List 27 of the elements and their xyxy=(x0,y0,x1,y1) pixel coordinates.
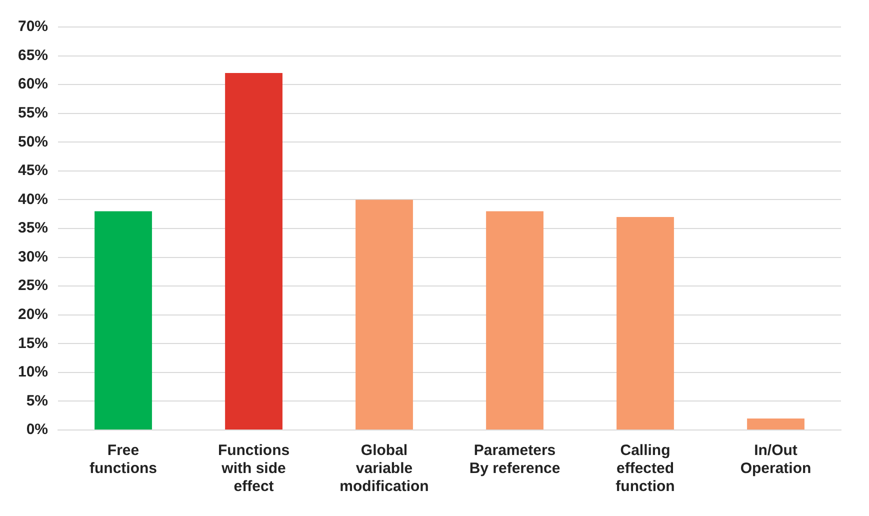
bar xyxy=(94,211,152,430)
x-tick-label: Free functions xyxy=(90,442,158,478)
y-tick-label: 30% xyxy=(18,248,48,266)
bar xyxy=(225,73,282,430)
y-tick-label: 35% xyxy=(18,220,48,237)
y-tick-label: 40% xyxy=(18,190,48,208)
bar xyxy=(356,200,413,430)
x-tick-label: Parameters By reference xyxy=(469,442,560,478)
bar xyxy=(486,211,544,430)
y-tick-label: 65% xyxy=(18,46,48,64)
y-tick-label: 25% xyxy=(18,277,48,294)
x-tick-label: In/Out Operation xyxy=(740,442,812,478)
bar xyxy=(747,418,804,430)
y-tick-label: 10% xyxy=(18,364,48,381)
y-tick-label: 0% xyxy=(26,421,48,438)
y-tick-label: 60% xyxy=(18,76,48,93)
y-tick-label: 70% xyxy=(18,18,48,36)
x-tick-label: Calling effected function xyxy=(616,442,675,496)
bar xyxy=(616,216,674,430)
x-tick-label: Functions with side effect xyxy=(218,442,290,496)
y-tick-label: 20% xyxy=(18,306,48,323)
y-tick-label: 55% xyxy=(18,104,48,122)
y-tick-label: 50% xyxy=(18,133,48,150)
y-tick-label: 15% xyxy=(18,334,48,352)
y-tick-label: 5% xyxy=(26,392,48,410)
y-tick-label: 45% xyxy=(18,162,48,180)
x-tick-label: Global variable modification xyxy=(340,442,429,496)
